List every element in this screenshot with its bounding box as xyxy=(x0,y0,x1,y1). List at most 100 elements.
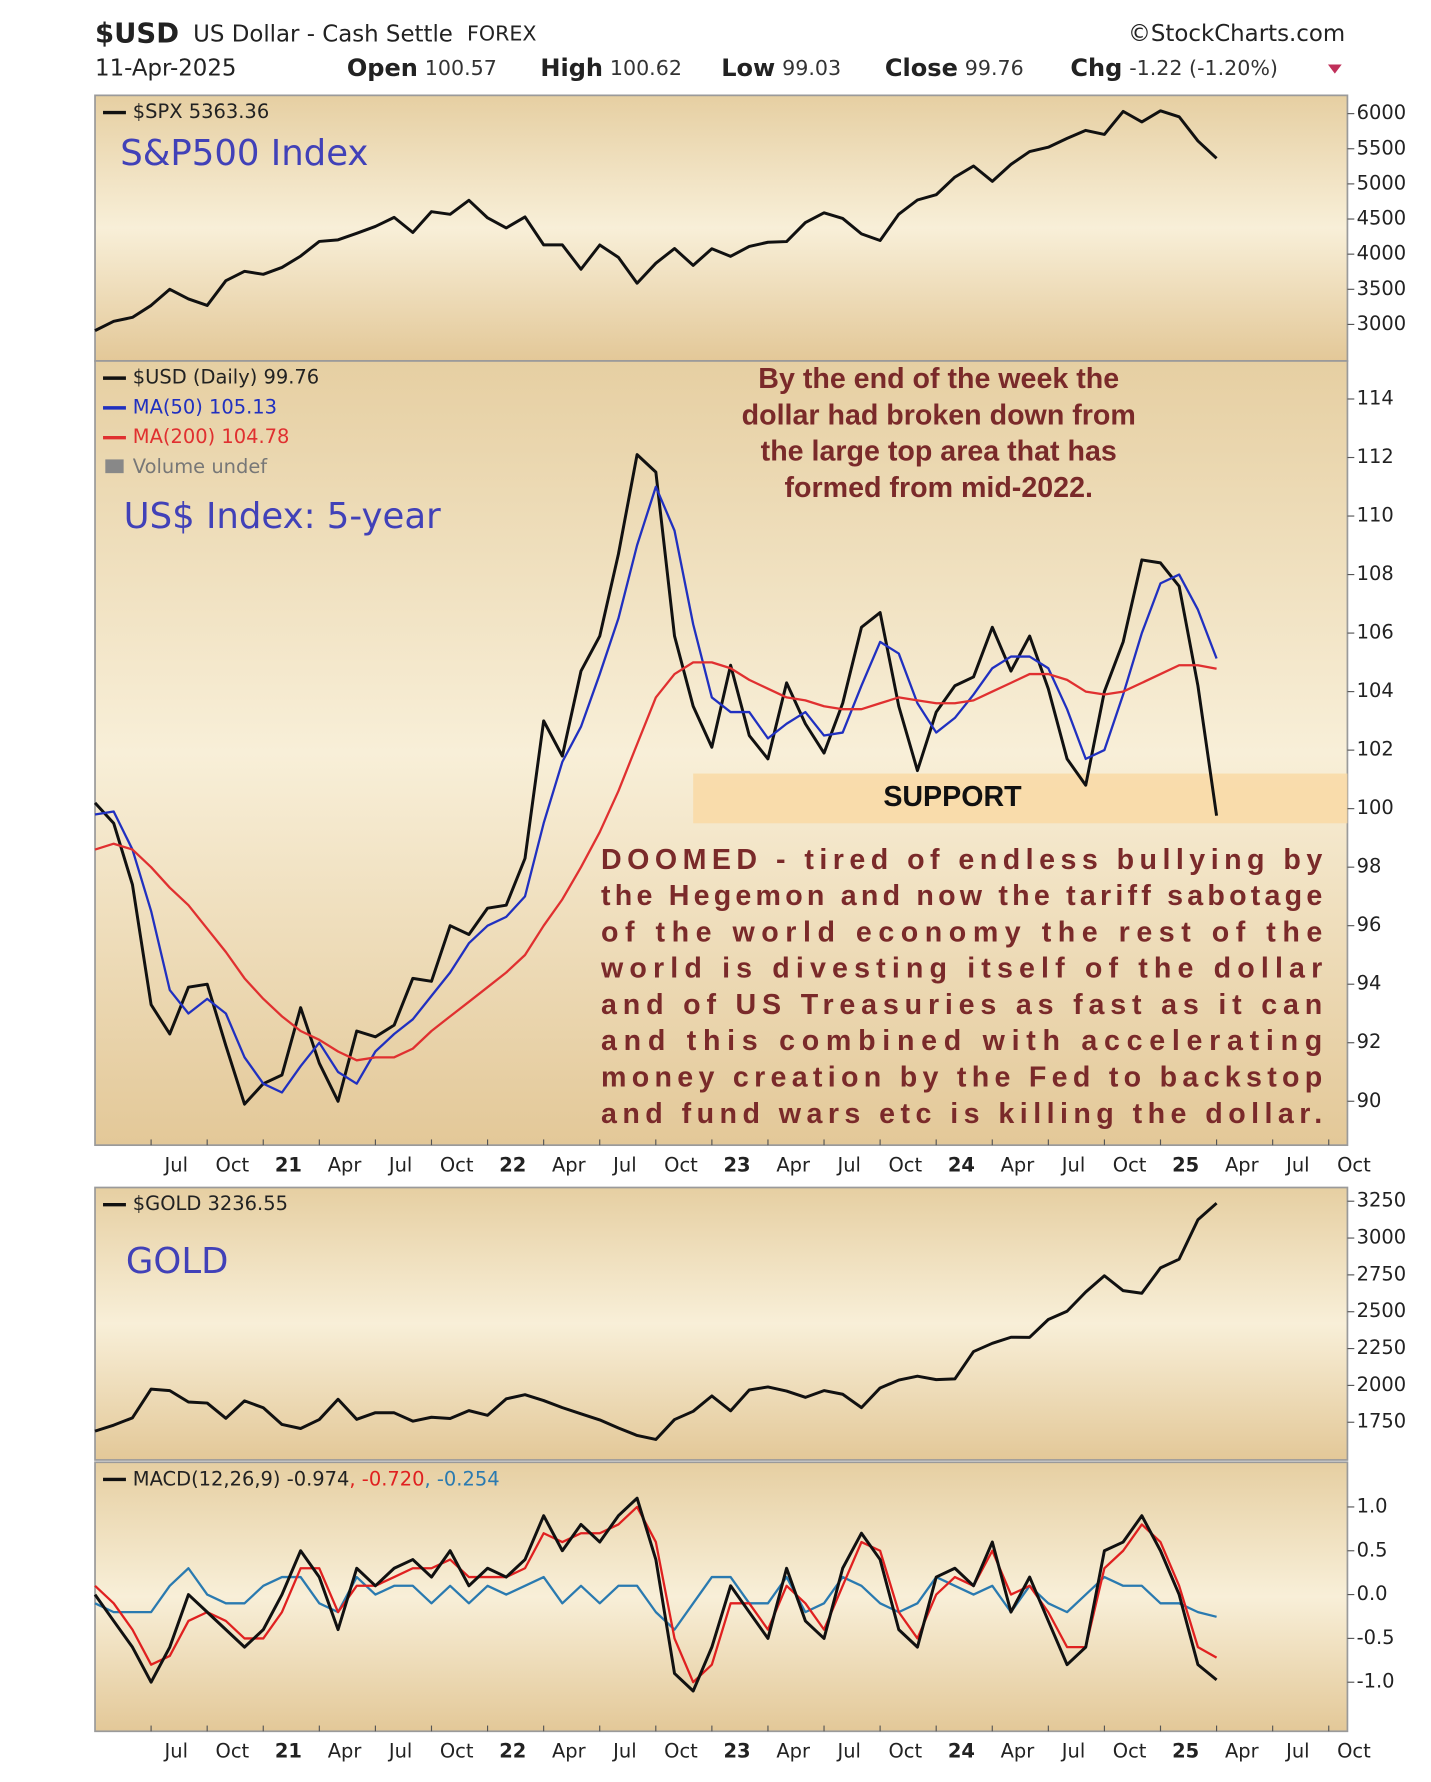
x-tick-label: 25 xyxy=(1172,1739,1199,1762)
x-tick-label: Oct xyxy=(1337,1153,1371,1176)
support-label: SUPPORT xyxy=(883,781,1022,813)
y-tick-label: 108 xyxy=(1357,562,1394,585)
panel xyxy=(94,1461,1349,1733)
x-tick-label: 24 xyxy=(948,1739,975,1762)
quote-value: 99.76 xyxy=(965,56,1024,80)
quote-line: Open 100.57 High 100.62 Low 99.03 Close 99.76 Ch… xyxy=(347,54,1278,82)
y-tick-label: 3000 xyxy=(1357,1226,1407,1249)
change-arrow xyxy=(1327,64,1342,74)
legend: MACD(12,26,9) -0.974, -0.720, -0.254 xyxy=(133,1467,500,1490)
y-tick-label: 2500 xyxy=(1357,1299,1407,1322)
instrument-name: US Dollar - Cash Settle xyxy=(193,21,453,47)
quote-label: Chg xyxy=(1070,54,1122,82)
x-tick-label: Oct xyxy=(216,1739,250,1762)
series-line xyxy=(93,453,1219,1106)
x-tick-label: Apr xyxy=(1001,1739,1035,1762)
x-tick-label: Oct xyxy=(1337,1739,1371,1762)
annotation-line: DOOMED - tired of endless bullying by xyxy=(601,844,1322,876)
x-tick-label: Apr xyxy=(1001,1153,1035,1176)
panel xyxy=(94,1186,1349,1461)
x-tick-label: Oct xyxy=(440,1153,474,1176)
y-tick-label: 90 xyxy=(1357,1089,1382,1112)
x-tick-label: Apr xyxy=(328,1153,362,1176)
annotation-line: the Hegemon and now the tariff sabotage xyxy=(601,880,1322,912)
series-line xyxy=(94,661,1217,1062)
legend-entry: MACD(12,26,9) -0.974 xyxy=(133,1467,350,1490)
x-tick-label: 23 xyxy=(724,1153,751,1176)
y-tick-label: 2250 xyxy=(1357,1336,1407,1359)
quote-value: 99.03 xyxy=(782,56,841,80)
quote-value: 100.57 xyxy=(425,56,497,80)
y-tick-label: 102 xyxy=(1357,738,1394,761)
y-tick-label: 2000 xyxy=(1357,1373,1407,1396)
x-tick-label: Jul xyxy=(1285,1739,1309,1762)
exchange: FOREX xyxy=(467,22,536,46)
x-tick-label: Oct xyxy=(888,1153,922,1176)
x-tick-label: Apr xyxy=(552,1739,586,1762)
x-tick-label: Jul xyxy=(164,1739,188,1762)
x-tick-label: Jul xyxy=(612,1739,636,1762)
x-tick-label: Jul xyxy=(388,1153,412,1176)
annotation-line: By the end of the week the xyxy=(758,363,1119,395)
x-tick-label: Apr xyxy=(552,1153,586,1176)
x-tick-label: Apr xyxy=(776,1153,810,1176)
y-tick-label: 1.0 xyxy=(1357,1494,1388,1517)
y-tick-label: 100 xyxy=(1357,796,1394,819)
y-tick-label: 6000 xyxy=(1357,101,1407,124)
x-tick-label: Oct xyxy=(1113,1153,1147,1176)
y-tick-label: 0.5 xyxy=(1357,1538,1388,1561)
quote-value: 100.62 xyxy=(610,56,682,80)
y-tick-label: 3250 xyxy=(1357,1189,1407,1212)
x-tick-label: 23 xyxy=(724,1739,751,1762)
series-line xyxy=(94,1202,1218,1441)
legend-separator: , xyxy=(425,1467,437,1490)
y-tick-label: -0.5 xyxy=(1357,1626,1395,1649)
annotation: S&P500 Index xyxy=(120,133,368,174)
annotation-line: dollar had broken down from xyxy=(742,399,1136,431)
annotation-line: money creation by the Fed to backstop xyxy=(601,1062,1322,1094)
x-tick-label: Jul xyxy=(836,1153,860,1176)
annotation-line: the large top area that has xyxy=(761,436,1117,468)
legend-entry: MA(200) 104.78 xyxy=(133,425,290,448)
x-tick-label: Oct xyxy=(664,1153,698,1176)
symbol: $USD xyxy=(95,19,179,50)
y-tick-label: 114 xyxy=(1357,386,1394,409)
annotation-line: of the world economy the rest of the xyxy=(601,916,1322,948)
title-line: $USD US Dollar - Cash Settle FOREX xyxy=(95,19,537,50)
x-tick-label: Apr xyxy=(776,1739,810,1762)
series-line xyxy=(94,1505,1218,1684)
series-line xyxy=(94,109,1218,332)
x-tick-label: 22 xyxy=(499,1739,526,1762)
legend-entry: MA(50) 105.13 xyxy=(133,395,277,418)
quote-label: Close xyxy=(885,54,958,82)
y-tick-label: -1.0 xyxy=(1357,1670,1395,1693)
legend-swatch xyxy=(105,459,124,474)
quote-value: -1.22 (-1.20%) xyxy=(1129,56,1278,80)
annotation-line: formed from mid-2022. xyxy=(785,472,1093,504)
y-tick-label: 3500 xyxy=(1357,277,1407,300)
y-tick-label: 4000 xyxy=(1357,242,1407,265)
x-tick-label: 21 xyxy=(275,1739,302,1762)
y-tick-label: 98 xyxy=(1357,855,1382,878)
x-tick-label: Oct xyxy=(440,1739,474,1762)
legend-entry: $SPX 5363.36 xyxy=(133,100,269,123)
legend-entry: $USD (Daily) 99.76 xyxy=(133,366,319,389)
x-tick-label: 25 xyxy=(1172,1153,1199,1176)
x-tick-label: Jul xyxy=(388,1739,412,1762)
legend-separator: , xyxy=(349,1467,361,1490)
x-tick-label: Jul xyxy=(164,1153,188,1176)
legend-entry: -0.720 xyxy=(362,1467,425,1490)
x-tick-label: Oct xyxy=(1113,1739,1147,1762)
y-tick-label: 104 xyxy=(1357,679,1394,702)
y-tick-label: 94 xyxy=(1357,972,1382,995)
y-tick-label: 1750 xyxy=(1357,1410,1407,1433)
legend-entry: $GOLD 3236.55 xyxy=(133,1192,288,1215)
panel xyxy=(94,94,1349,362)
quote-label: Low xyxy=(721,54,775,82)
x-tick-label: Oct xyxy=(664,1739,698,1762)
y-tick-label: 92 xyxy=(1357,1030,1382,1053)
x-tick-label: Apr xyxy=(328,1739,362,1762)
x-tick-label: Apr xyxy=(1225,1153,1259,1176)
x-tick-label: Jul xyxy=(1061,1153,1085,1176)
